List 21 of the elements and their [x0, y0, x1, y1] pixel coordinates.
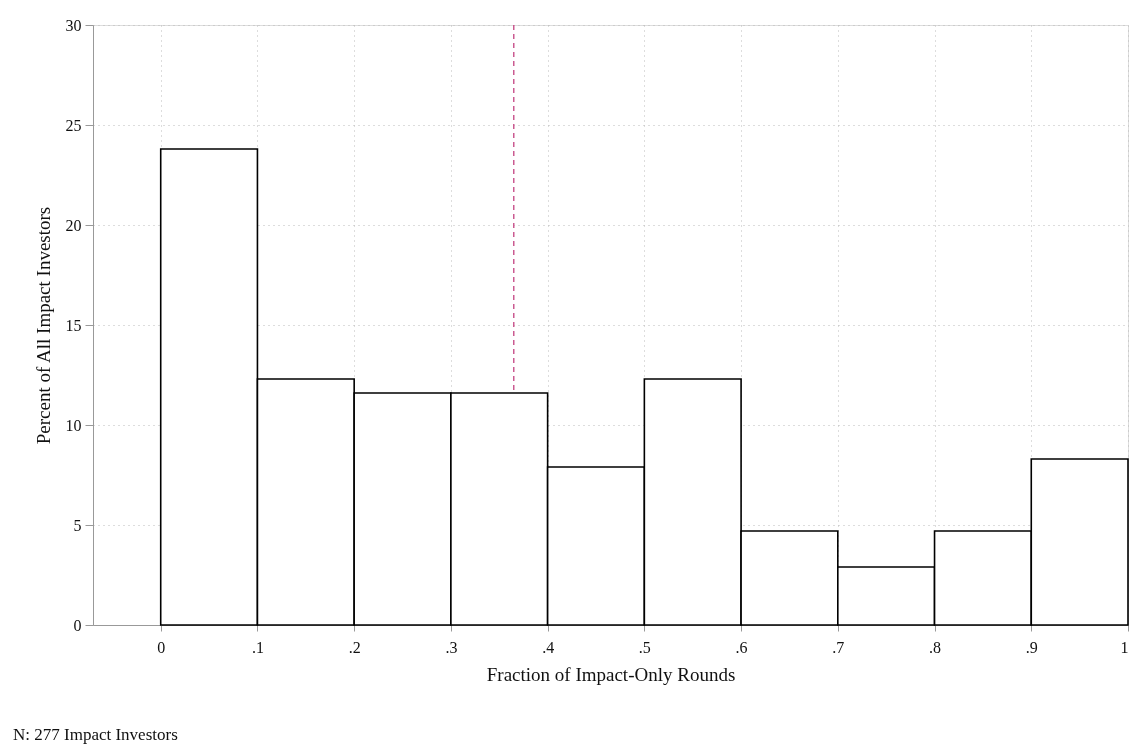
x-tick-label: .1	[251, 638, 264, 656]
x-tick-label: .9	[1025, 638, 1038, 656]
y-tick-label: 5	[73, 516, 82, 534]
x-tick-label: .4	[542, 638, 555, 656]
x-tick-label: .5	[638, 638, 651, 656]
x-tick-label: .8	[929, 638, 942, 656]
x-tick-label: 1	[1120, 638, 1129, 656]
y-tick-label: 10	[65, 416, 82, 434]
y-tick-label: 25	[65, 116, 82, 134]
x-tick-label: .3	[445, 638, 458, 656]
x-tick-label: .2	[348, 638, 361, 656]
x-tick-label: 0	[157, 638, 166, 656]
text: N: 277 Impact Investors	[13, 725, 178, 744]
x-axis-title: Fraction of Impact-Only Rounds	[486, 663, 736, 685]
y-tick-label: 30	[65, 16, 82, 34]
x-tick-label: .6	[735, 638, 748, 656]
x-tick-label: .7	[832, 638, 845, 656]
y-tick-label: 0	[73, 616, 82, 634]
y-axis-title: Percent of All Impact Investors	[32, 206, 54, 445]
y-tick-label: 15	[65, 316, 82, 334]
y-tick-label: 20	[65, 216, 82, 234]
